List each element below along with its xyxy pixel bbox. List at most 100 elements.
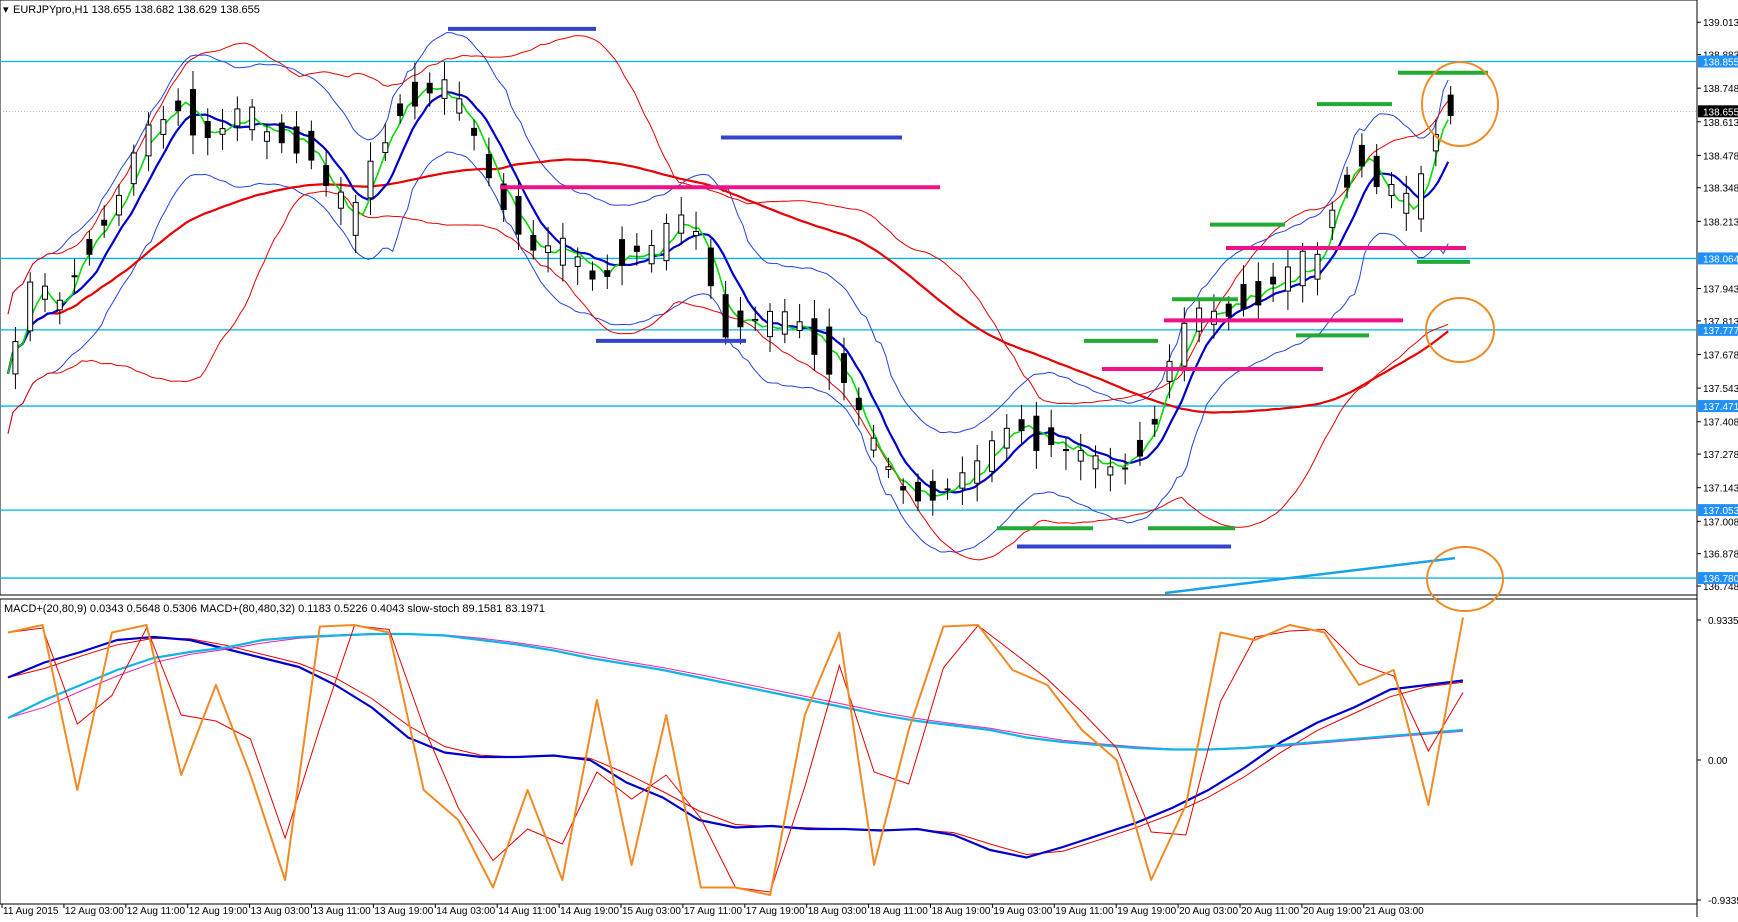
- candle-body: [71, 275, 78, 278]
- candle-body: [515, 196, 522, 235]
- time-label: 12 Aug 11:00: [127, 906, 186, 917]
- candle-body: [41, 285, 48, 300]
- marker-lines: [448, 26, 1488, 549]
- level-label: 137.053: [1703, 506, 1738, 517]
- price-tick-label: 138.213: [1703, 217, 1738, 228]
- candle-body: [1270, 276, 1277, 285]
- dropdown-icon[interactable]: ▾: [3, 4, 9, 16]
- level-label-bg: [1698, 55, 1738, 68]
- candle-body: [811, 318, 818, 355]
- candle-body: [1122, 467, 1129, 470]
- candle-body: [1344, 174, 1351, 188]
- time-label: 14 Aug 03:00: [436, 906, 495, 917]
- candle-body: [337, 191, 344, 209]
- candle-body: [1284, 266, 1291, 292]
- candle-body: [796, 321, 803, 332]
- time-label: 17 Aug 19:00: [746, 906, 805, 917]
- price-tick-label: 139.013: [1703, 18, 1738, 29]
- candle-body: [367, 160, 374, 199]
- main-pane[interactable]: [0, 0, 1698, 596]
- indicator-axis-label: 0.9335: [1708, 616, 1738, 627]
- candle-body: [1062, 449, 1069, 452]
- candle-body: [752, 318, 759, 322]
- price-tick-label: 137.008: [1703, 517, 1738, 528]
- candle-body: [1107, 466, 1114, 476]
- highlight-circle: [1426, 546, 1504, 612]
- candle-body: [944, 488, 951, 491]
- candle-body: [929, 480, 936, 501]
- price-tick-label: 137.408: [1703, 418, 1738, 429]
- current-price-label: 138.655: [1703, 107, 1738, 118]
- candle-body: [737, 310, 744, 328]
- time-label: 18 Aug 03:00: [808, 906, 867, 917]
- candle-body: [249, 106, 256, 131]
- level-label-bg: [1698, 400, 1738, 413]
- candle-body: [456, 98, 463, 114]
- candle-body: [160, 119, 167, 135]
- candle-body: [693, 230, 700, 237]
- level-label-bg: [1698, 323, 1738, 336]
- candle-body: [130, 152, 137, 185]
- time-label: 17 Aug 11:00: [684, 906, 743, 917]
- time-label: 15 Aug 03:00: [622, 906, 681, 917]
- candle-body: [988, 440, 995, 472]
- price-tick-label: 137.278: [1703, 450, 1738, 461]
- candle-body: [1329, 209, 1336, 228]
- candle-body: [1432, 134, 1439, 152]
- level-label: 138.855: [1703, 58, 1738, 69]
- time-label: 19 Aug 19:00: [1117, 906, 1176, 917]
- candle-body: [545, 245, 552, 254]
- candle-body: [1003, 427, 1010, 449]
- level-label-bg: [1698, 504, 1738, 517]
- candle-body: [826, 326, 833, 375]
- candle-body: [101, 219, 108, 226]
- candle-body: [219, 128, 226, 135]
- candle-body: [559, 237, 566, 266]
- candle-body: [204, 121, 211, 139]
- current-price-bg: [1698, 105, 1738, 118]
- candle-body: [619, 239, 626, 267]
- indicator-axis-label: 0.00: [1708, 756, 1728, 767]
- candle-body: [1181, 322, 1188, 367]
- price-tick-label: 137.143: [1703, 484, 1738, 495]
- time-label: 21 Aug 03:00: [1365, 906, 1424, 917]
- candle-body: [352, 202, 359, 236]
- indicator-axis-label: -0.9335: [1708, 896, 1738, 907]
- candle-body: [781, 311, 788, 335]
- indicator-lines: [7, 617, 1464, 896]
- candle-body: [530, 234, 537, 251]
- price-tick-label: 136.748: [1703, 582, 1738, 593]
- candle-body: [1418, 173, 1425, 220]
- level-label-bg: [1698, 252, 1738, 265]
- candle-body: [1240, 283, 1247, 310]
- time-label: 19 Aug 03:00: [993, 906, 1052, 917]
- candle-body: [633, 245, 640, 252]
- candle-body: [574, 256, 581, 267]
- price-tick-label: 137.813: [1703, 317, 1738, 328]
- candle-body: [382, 142, 389, 154]
- price-axis: 139.013138.883138.748138.613138.478138.3…: [1697, 18, 1738, 907]
- candle-body: [1210, 310, 1217, 325]
- candle-body: [855, 397, 862, 411]
- candle-body: [1018, 419, 1025, 432]
- time-label: 12 Aug 19:00: [189, 906, 248, 917]
- candle-body: [1255, 281, 1262, 306]
- time-label: 18 Aug 19:00: [932, 906, 991, 917]
- price-tick-label: 136.878: [1703, 550, 1738, 561]
- indicator-line: [7, 632, 1464, 751]
- price-tick-label: 137.678: [1703, 351, 1738, 362]
- candle-body: [1314, 253, 1321, 280]
- level-label: 137.471: [1703, 402, 1738, 413]
- time-label: 14 Aug 19:00: [560, 906, 619, 917]
- candle-body: [1077, 450, 1084, 462]
- candle-body: [1225, 303, 1232, 317]
- price-tick-label: 137.943: [1703, 285, 1738, 296]
- candle-body: [1388, 183, 1395, 197]
- candle-body: [648, 244, 655, 265]
- level-label-bg: [1698, 572, 1738, 585]
- candle-body: [959, 472, 966, 489]
- time-label: 18 Aug 11:00: [870, 906, 929, 917]
- candle-body: [12, 341, 19, 375]
- time-label: 11 Aug 2015: [3, 906, 59, 917]
